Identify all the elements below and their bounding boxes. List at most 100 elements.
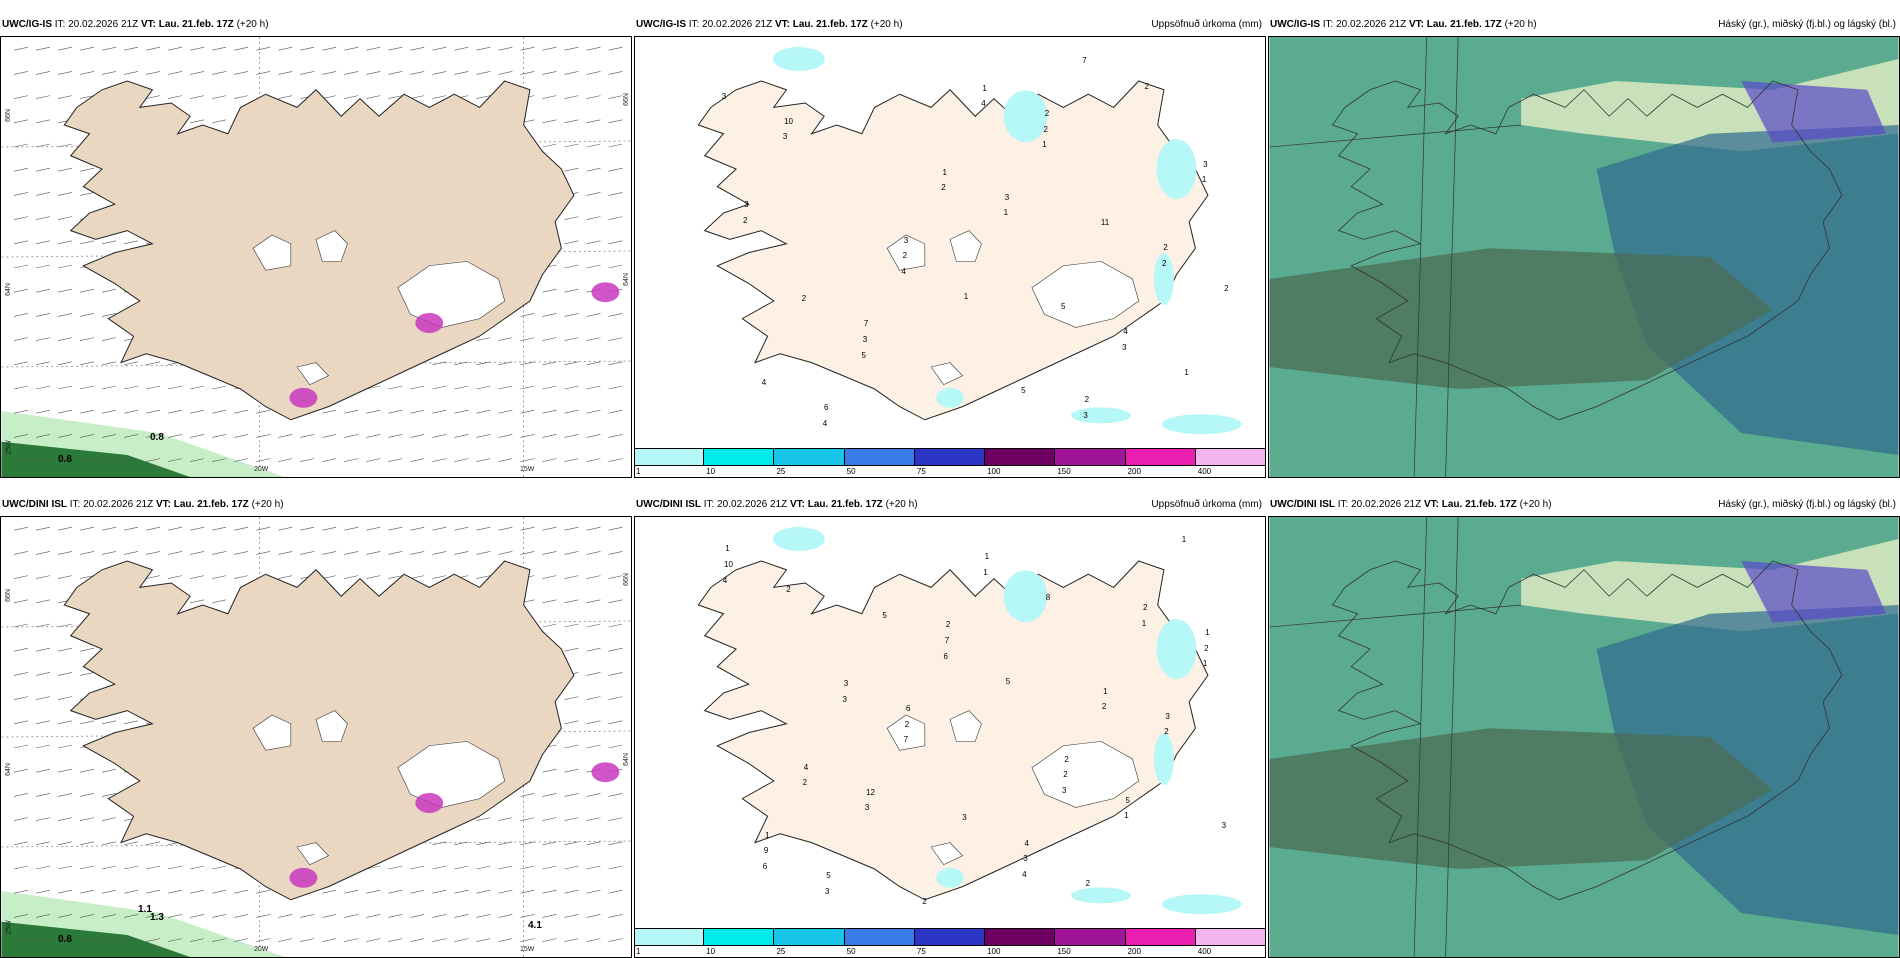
value-label: 10	[784, 116, 793, 126]
value-label: 2	[1064, 754, 1069, 764]
colorbar-swatch	[704, 448, 775, 466]
value-label: 3	[962, 813, 967, 823]
wind-barb	[13, 599, 29, 604]
wind-barb	[586, 337, 601, 341]
wind-barb	[234, 938, 249, 942]
precip-area	[1, 921, 191, 957]
wind-barb	[102, 889, 117, 894]
lead-time: (+20 h)	[251, 499, 284, 510]
value-label: 2	[801, 294, 807, 304]
wind-barb	[322, 409, 337, 414]
wind-barb	[57, 889, 73, 894]
wind-barb	[102, 361, 117, 366]
panel-header: UWC/IG-IS IT: 20.02.2026 21Z VT: Lau. 21…	[634, 14, 1266, 36]
wind-barb	[57, 313, 73, 317]
wind-barb	[608, 313, 623, 317]
wind-barb	[278, 914, 293, 918]
colorbar-swatch	[914, 928, 986, 946]
wind-barb	[498, 865, 513, 870]
wind-barb	[454, 385, 469, 390]
colorbar-tick: 50	[846, 467, 856, 476]
value-label: 6	[824, 403, 829, 412]
value-label: 4	[722, 575, 728, 585]
map-panel-dini-precip: UWC/DINI ISL IT: 20.02.2026 21Z VT: Lau.…	[634, 494, 1266, 958]
lat-label: 66N	[4, 109, 12, 122]
vt-value: Lau. 21.feb. 17Z	[807, 499, 883, 510]
wind-barb	[608, 889, 623, 894]
value-label: 1	[982, 83, 987, 93]
wind-barb	[278, 526, 293, 531]
colorbar-tick: 10	[706, 947, 716, 956]
wind-barb	[256, 889, 271, 894]
wind-barb	[586, 889, 601, 894]
map-canvas	[0, 516, 632, 958]
wind-barb	[35, 192, 51, 196]
wind-barb	[586, 71, 601, 75]
wind-barb	[80, 938, 95, 942]
gust-area	[415, 793, 444, 813]
cloud-band	[1741, 81, 1887, 143]
wind-barb	[608, 696, 623, 700]
wind-barb	[13, 938, 29, 942]
wind-barb	[564, 458, 579, 462]
colorbar-tick: 75	[916, 467, 926, 476]
wind-barb	[564, 793, 579, 797]
value-label: 2	[945, 620, 951, 630]
wind-barb	[608, 95, 623, 99]
value-label: 4	[981, 99, 986, 109]
wind-barb	[35, 385, 51, 390]
wind-barb	[35, 264, 51, 269]
wind-barb	[432, 841, 447, 846]
model-name: UWC/DINI ISL	[1270, 499, 1335, 510]
precip-area	[1153, 253, 1174, 305]
value-label: 0.8	[58, 934, 72, 945]
wind-barb	[190, 434, 205, 438]
wind-barb	[564, 361, 579, 366]
value-label: 1.3	[150, 912, 164, 923]
wind-barb	[586, 575, 601, 579]
wind-barb	[586, 313, 601, 317]
wind-barb	[146, 71, 161, 75]
value-label: 4	[822, 418, 828, 428]
wind-barb	[190, 938, 205, 942]
wind-barb	[168, 865, 183, 870]
wind-barb	[564, 409, 579, 414]
wind-barb	[57, 720, 73, 725]
colorbar-tick: 25	[776, 467, 786, 476]
colorbar-swatch	[844, 448, 915, 466]
value-label: 2	[1224, 284, 1229, 294]
map-canvas	[1268, 516, 1900, 958]
wind-barb	[366, 71, 381, 75]
lat-label: 66N	[4, 589, 12, 602]
wind-barb	[322, 889, 337, 894]
gust-area	[289, 867, 318, 888]
wind-barb	[608, 938, 623, 942]
wind-barb	[190, 95, 205, 99]
wind-barb	[35, 938, 51, 942]
glacier	[949, 230, 982, 262]
it-value: 20.02.2026 21Z	[702, 19, 773, 30]
value-label: 2	[1085, 879, 1091, 889]
wind-barb	[608, 623, 623, 628]
it-label: IT:	[1337, 499, 1349, 510]
wind-barb	[57, 264, 73, 269]
value-label: 6	[762, 861, 768, 871]
wind-barb	[146, 385, 161, 390]
value-label: 1.1	[138, 904, 152, 915]
wind-barb	[432, 458, 447, 462]
wind-barb	[57, 95, 73, 99]
wind-barb	[80, 841, 95, 846]
precip-area	[1161, 894, 1242, 915]
value-label: 1	[1042, 140, 1047, 150]
wind-barb	[388, 865, 403, 870]
value-label: 3	[1203, 159, 1208, 169]
wind-barb	[57, 361, 73, 366]
wind-barb	[102, 720, 117, 725]
wind-barb	[124, 720, 139, 725]
precip-area	[773, 47, 825, 71]
glacier	[296, 362, 330, 385]
wind-barb	[102, 385, 117, 390]
wind-barb	[608, 841, 623, 846]
map-svg	[1269, 37, 1899, 477]
wind-barb	[454, 434, 469, 438]
